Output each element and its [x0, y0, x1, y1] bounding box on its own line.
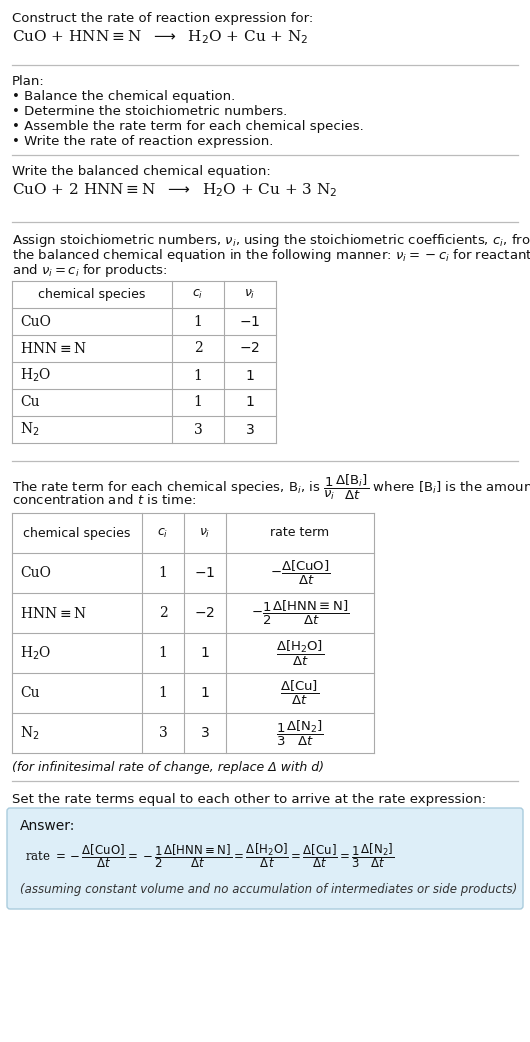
Text: rate $= -\dfrac{\Delta[\mathrm{CuO}]}{\Delta t} = -\dfrac{1}{2}\dfrac{\Delta[\ma: rate $= -\dfrac{\Delta[\mathrm{CuO}]}{\D… — [25, 841, 394, 870]
Text: $-2$: $-2$ — [195, 606, 216, 620]
Text: $c_i$: $c_i$ — [192, 288, 204, 301]
Text: 1: 1 — [158, 646, 167, 660]
Text: chemical species: chemical species — [38, 288, 146, 301]
Text: the balanced chemical equation in the following manner: $\nu_i = -c_i$ for react: the balanced chemical equation in the fo… — [12, 247, 530, 264]
Text: • Determine the stoichiometric numbers.: • Determine the stoichiometric numbers. — [12, 105, 287, 118]
Text: chemical species: chemical species — [23, 526, 131, 540]
Text: • Write the rate of reaction expression.: • Write the rate of reaction expression. — [12, 135, 273, 148]
Text: 1: 1 — [158, 566, 167, 580]
Text: rate term: rate term — [270, 526, 330, 540]
Text: 1: 1 — [193, 396, 202, 410]
Text: $\dfrac{1}{3}\dfrac{\Delta[\mathrm{N_2}]}{\Delta t}$: $\dfrac{1}{3}\dfrac{\Delta[\mathrm{N_2}]… — [276, 718, 324, 747]
Text: H$_2$O: H$_2$O — [20, 367, 51, 384]
Text: Cu: Cu — [20, 686, 40, 700]
Text: $1$: $1$ — [245, 396, 255, 410]
Text: $\nu_i$: $\nu_i$ — [244, 288, 255, 301]
Text: $-1$: $-1$ — [195, 566, 216, 580]
Text: $1$: $1$ — [200, 646, 210, 660]
Text: $3$: $3$ — [245, 422, 255, 437]
Text: $1$: $1$ — [200, 686, 210, 700]
Text: 3: 3 — [193, 422, 202, 437]
Text: CuO + 2 HNN$\equiv$N  $\longrightarrow$  H$_2$O + Cu + 3 N$_2$: CuO + 2 HNN$\equiv$N $\longrightarrow$ H… — [12, 181, 338, 199]
Text: $\dfrac{\Delta[\mathrm{H_2O}]}{\Delta t}$: $\dfrac{\Delta[\mathrm{H_2O}]}{\Delta t}… — [276, 639, 324, 668]
Text: CuO: CuO — [20, 566, 51, 580]
Text: 2: 2 — [193, 342, 202, 355]
Text: Assign stoichiometric numbers, $\nu_i$, using the stoichiometric coefficients, $: Assign stoichiometric numbers, $\nu_i$, … — [12, 232, 530, 249]
Text: HNN$\equiv$N: HNN$\equiv$N — [20, 341, 87, 356]
Text: 1: 1 — [158, 686, 167, 700]
Text: H$_2$O: H$_2$O — [20, 644, 51, 662]
Text: (assuming constant volume and no accumulation of intermediates or side products): (assuming constant volume and no accumul… — [20, 883, 517, 896]
Text: Cu: Cu — [20, 396, 40, 410]
Text: concentration and $t$ is time:: concentration and $t$ is time: — [12, 493, 196, 507]
Text: $-\dfrac{1}{2}\dfrac{\Delta[\mathrm{HNN{\equiv}N}]}{\Delta t}$: $-\dfrac{1}{2}\dfrac{\Delta[\mathrm{HNN{… — [251, 599, 349, 627]
Text: $1$: $1$ — [245, 369, 255, 382]
Text: Set the rate terms equal to each other to arrive at the rate expression:: Set the rate terms equal to each other t… — [12, 793, 486, 807]
Text: and $\nu_i = c_i$ for products:: and $\nu_i = c_i$ for products: — [12, 262, 167, 279]
Text: $\dfrac{\Delta[\mathrm{Cu}]}{\Delta t}$: $\dfrac{\Delta[\mathrm{Cu}]}{\Delta t}$ — [280, 679, 320, 708]
Text: 2: 2 — [158, 606, 167, 620]
Text: CuO + HNN$\equiv$N  $\longrightarrow$  H$_2$O + Cu + N$_2$: CuO + HNN$\equiv$N $\longrightarrow$ H$_… — [12, 28, 308, 46]
Text: $-\dfrac{\Delta[\mathrm{CuO}]}{\Delta t}$: $-\dfrac{\Delta[\mathrm{CuO}]}{\Delta t}… — [270, 559, 330, 587]
Text: $3$: $3$ — [200, 726, 210, 740]
Text: $c_i$: $c_i$ — [157, 526, 169, 540]
Text: 3: 3 — [158, 726, 167, 740]
Text: CuO: CuO — [20, 315, 51, 328]
Text: Answer:: Answer: — [20, 819, 75, 833]
Text: N$_2$: N$_2$ — [20, 421, 40, 439]
Text: Plan:: Plan: — [12, 75, 45, 88]
Text: HNN$\equiv$N: HNN$\equiv$N — [20, 605, 87, 620]
Text: $\nu_i$: $\nu_i$ — [199, 526, 211, 540]
Text: 1: 1 — [193, 315, 202, 328]
Text: The rate term for each chemical species, B$_i$, is $\dfrac{1}{\nu_i}\dfrac{\Delt: The rate term for each chemical species,… — [12, 473, 530, 502]
Text: (for infinitesimal rate of change, replace Δ with d): (for infinitesimal rate of change, repla… — [12, 761, 324, 774]
Text: $-2$: $-2$ — [240, 342, 261, 355]
Text: • Assemble the rate term for each chemical species.: • Assemble the rate term for each chemic… — [12, 120, 364, 133]
Text: Write the balanced chemical equation:: Write the balanced chemical equation: — [12, 165, 271, 178]
Text: Construct the rate of reaction expression for:: Construct the rate of reaction expressio… — [12, 13, 313, 25]
Text: 1: 1 — [193, 369, 202, 382]
Text: • Balance the chemical equation.: • Balance the chemical equation. — [12, 90, 235, 103]
FancyBboxPatch shape — [7, 808, 523, 909]
Text: N$_2$: N$_2$ — [20, 724, 40, 742]
Text: $-1$: $-1$ — [240, 315, 261, 328]
